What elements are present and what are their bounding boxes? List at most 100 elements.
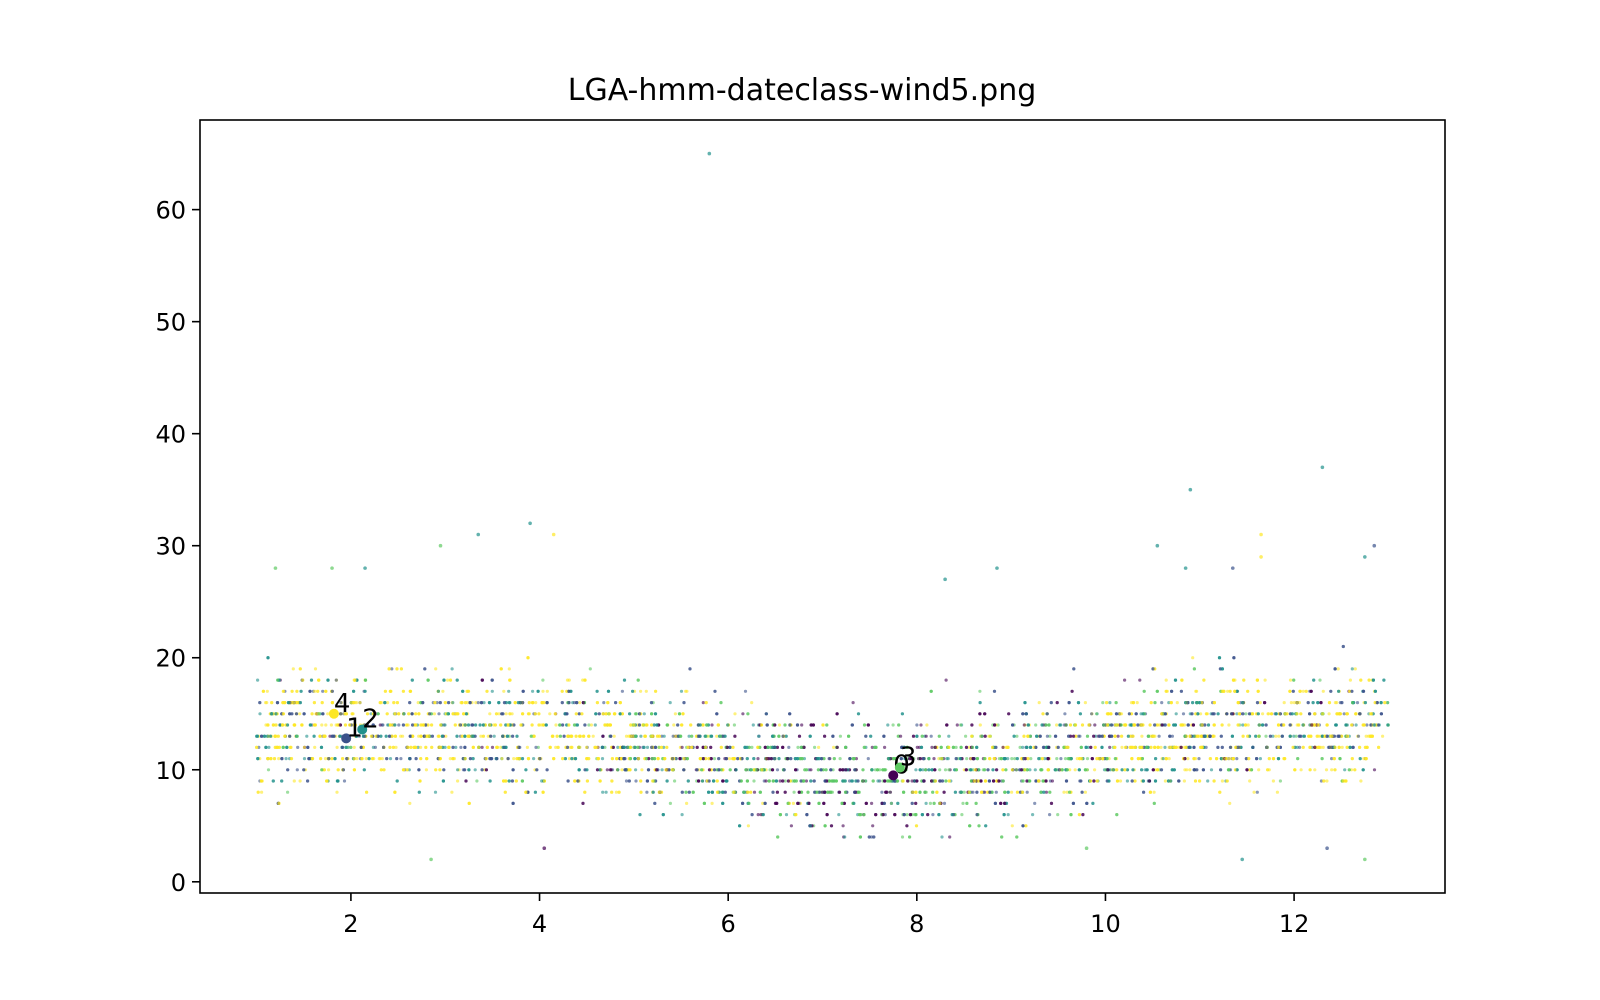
data-point xyxy=(850,779,854,783)
data-point xyxy=(378,723,382,727)
data-point xyxy=(624,779,629,783)
data-point xyxy=(1319,779,1323,783)
data-point xyxy=(544,723,548,727)
data-point xyxy=(1192,768,1196,772)
data-point xyxy=(1241,712,1245,716)
data-point xyxy=(570,757,574,761)
data-point xyxy=(924,801,928,806)
data-point xyxy=(446,678,450,682)
data-point xyxy=(1034,723,1038,727)
data-point xyxy=(286,790,290,794)
data-point xyxy=(268,734,273,738)
data-point xyxy=(1105,757,1109,761)
data-point xyxy=(1110,723,1114,727)
data-point xyxy=(1297,734,1301,738)
data-point xyxy=(608,723,613,727)
data-point xyxy=(1258,701,1262,705)
data-point xyxy=(1263,678,1267,682)
data-point xyxy=(978,689,982,693)
data-point xyxy=(386,723,390,727)
data-point xyxy=(901,779,905,783)
data-point xyxy=(468,701,472,705)
data-point xyxy=(417,790,421,794)
data-point xyxy=(323,757,328,761)
data-point xyxy=(468,757,472,761)
data-point xyxy=(1209,768,1214,772)
data-point xyxy=(1296,757,1300,761)
data-point xyxy=(1204,745,1208,750)
data-point xyxy=(813,790,817,794)
data-point xyxy=(837,790,842,794)
data-point xyxy=(1079,745,1083,750)
data-point xyxy=(1245,768,1249,772)
data-point xyxy=(386,701,390,705)
data-point xyxy=(397,723,401,727)
data-point xyxy=(970,745,975,750)
data-point xyxy=(1350,667,1354,671)
data-point xyxy=(750,701,754,705)
data-point xyxy=(525,745,530,750)
data-point xyxy=(1337,712,1341,716)
data-point xyxy=(416,745,420,750)
data-point xyxy=(261,689,265,693)
data-point xyxy=(286,768,290,772)
data-point xyxy=(534,745,538,750)
data-point xyxy=(673,712,678,716)
data-point xyxy=(767,779,771,783)
data-point xyxy=(1350,757,1354,761)
data-point xyxy=(1341,644,1345,649)
data-point xyxy=(1241,723,1245,727)
data-point xyxy=(530,723,534,727)
data-point xyxy=(382,768,386,772)
data-point xyxy=(330,757,334,761)
data-point xyxy=(918,768,922,772)
data-point xyxy=(1228,689,1232,693)
data-point xyxy=(750,745,754,750)
data-point xyxy=(1124,745,1128,750)
data-point xyxy=(906,779,910,783)
data-point xyxy=(256,790,260,794)
data-point xyxy=(1355,701,1360,705)
data-point xyxy=(490,689,494,693)
data-point xyxy=(1333,667,1337,671)
data-point xyxy=(962,790,966,794)
data-point xyxy=(944,779,948,783)
data-point xyxy=(336,723,340,727)
data-point xyxy=(1060,768,1064,772)
data-point xyxy=(394,745,398,750)
data-point xyxy=(1327,712,1331,716)
data-point xyxy=(1215,757,1219,761)
data-point xyxy=(545,701,549,705)
data-point xyxy=(1078,757,1082,761)
data-point xyxy=(650,734,654,738)
data-point xyxy=(456,779,460,783)
data-point xyxy=(321,689,325,693)
data-point xyxy=(1255,701,1260,705)
data-point xyxy=(1359,678,1363,682)
data-point xyxy=(581,801,585,806)
data-point xyxy=(581,701,586,705)
data-point xyxy=(582,734,586,738)
data-point xyxy=(1085,734,1090,738)
data-point xyxy=(832,745,836,750)
data-point xyxy=(526,656,530,660)
data-point xyxy=(769,757,773,761)
data-point xyxy=(365,723,369,727)
data-point xyxy=(560,701,564,705)
data-point xyxy=(1327,701,1332,705)
data-point xyxy=(824,768,828,772)
data-point xyxy=(953,790,958,794)
data-point xyxy=(1015,757,1019,761)
data-point xyxy=(1059,757,1063,761)
data-point xyxy=(680,790,684,794)
data-point xyxy=(844,790,848,794)
data-point xyxy=(1153,723,1157,727)
data-point xyxy=(1298,689,1302,693)
data-point xyxy=(1154,757,1158,761)
data-point xyxy=(654,689,658,693)
data-point xyxy=(317,678,321,682)
data-point xyxy=(555,734,559,738)
data-point xyxy=(1383,701,1387,705)
data-point xyxy=(369,734,374,738)
